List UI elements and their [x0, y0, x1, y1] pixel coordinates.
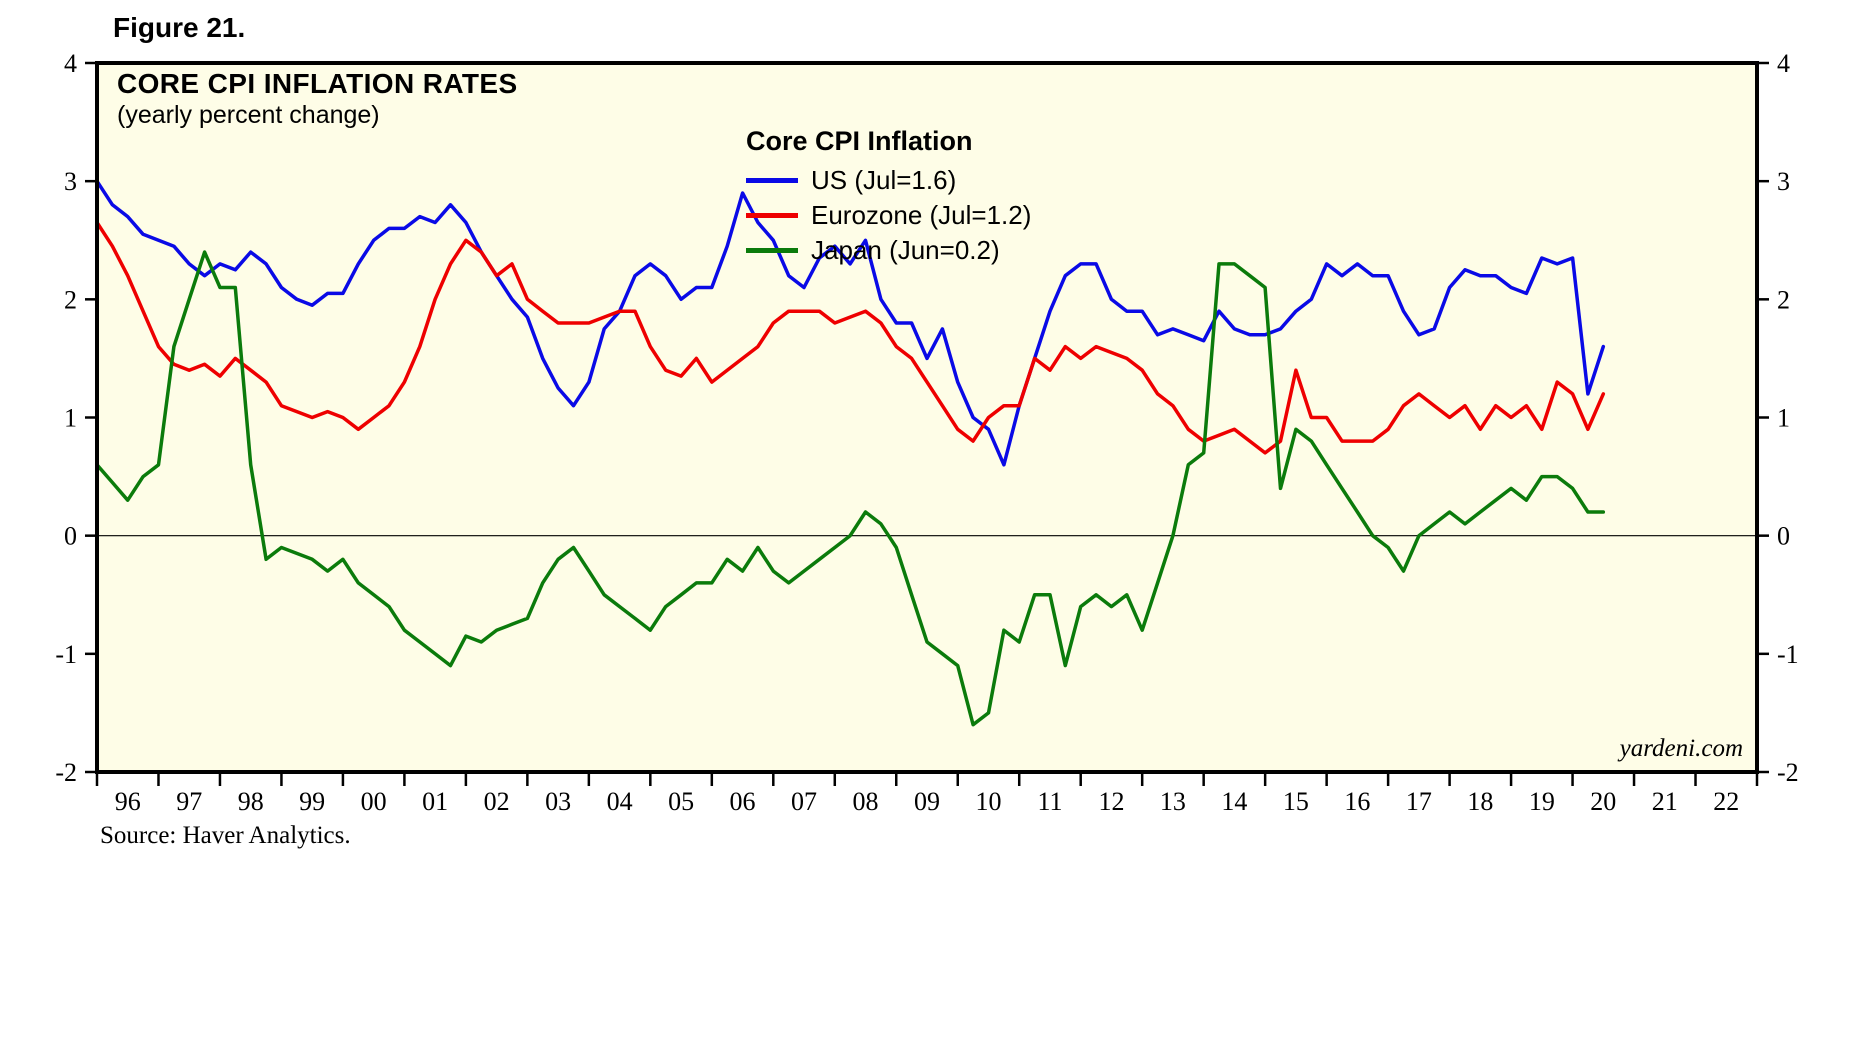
x-axis-label: 01: [422, 787, 448, 816]
x-axis-label: 22: [1713, 787, 1739, 816]
plot-frame: [95, 61, 1759, 774]
x-axis-label: 05: [668, 787, 694, 816]
y-axis-label-left: 3: [64, 167, 77, 196]
x-axis-label: 09: [914, 787, 940, 816]
x-axis-label: 00: [361, 787, 387, 816]
legend-item-eurozone: Eurozone (Jul=1.2): [746, 198, 1031, 233]
chart-subtitle: (yearly percent change): [117, 101, 380, 129]
x-axis-label: 10: [975, 787, 1001, 816]
x-axis-label: 97: [176, 787, 202, 816]
x-axis-label: 08: [853, 787, 879, 816]
x-axis-label: 18: [1467, 787, 1493, 816]
x-axis-label: 16: [1344, 787, 1370, 816]
x-axis-label: 07: [791, 787, 817, 816]
y-axis-label-right: 3: [1777, 167, 1790, 196]
y-axis-label-right: -2: [1777, 758, 1799, 787]
y-axis-label-left: 1: [64, 404, 77, 433]
x-axis-label: 98: [238, 787, 264, 816]
legend-title: Core CPI Inflation: [746, 126, 973, 156]
y-axis-label-right: 0: [1777, 522, 1790, 551]
y-axis-label-right: 4: [1777, 49, 1790, 78]
x-axis-label: 12: [1098, 787, 1124, 816]
series-line-eurozone: [97, 220, 1606, 455]
x-axis-label: 19: [1529, 787, 1555, 816]
watermark: yardeni.com: [1619, 735, 1743, 762]
x-axis-label: 06: [730, 787, 756, 816]
figure-label: Figure 21.: [113, 12, 246, 43]
legend-swatch-us: [746, 178, 798, 183]
x-axis-label: 21: [1652, 787, 1678, 816]
y-axis-label-right: -1: [1777, 640, 1799, 669]
x-axis-label: 04: [607, 787, 633, 816]
legend-swatch-eurozone: [746, 213, 798, 218]
y-axis-label-left: 4: [64, 49, 77, 78]
legend-items: US (Jul=1.6) Eurozone (Jul=1.2) Japan (Jun…: [746, 163, 1031, 268]
x-axis-label: 14: [1221, 787, 1247, 816]
x-axis-label: 03: [545, 787, 571, 816]
series-line-us: [97, 179, 1606, 467]
legend-label-japan: Japan (Jun=0.2): [811, 235, 1000, 265]
legend-item-us: US (Jul=1.6): [746, 163, 1031, 198]
y-axis-label-left: -2: [55, 758, 77, 787]
y-axis-label-left: 2: [64, 285, 77, 314]
y-axis-label-left: 0: [64, 522, 77, 551]
x-axis-label: 99: [299, 787, 325, 816]
y-axis-label-right: 2: [1777, 285, 1790, 314]
legend-swatch-japan: [746, 248, 798, 253]
chart-legend: Core CPI Inflation US (Jul=1.6) Eurozone …: [746, 126, 1031, 268]
legend-label-us: US (Jul=1.6): [811, 165, 957, 195]
y-axis-label-left: -1: [55, 640, 77, 669]
x-axis-label: 17: [1406, 787, 1432, 816]
series-line-japan: [97, 250, 1606, 727]
x-axis-label: 96: [115, 787, 141, 816]
x-axis-label: 02: [484, 787, 510, 816]
chart-title: CORE CPI INFLATION RATES: [117, 68, 518, 99]
legend-item-japan: Japan (Jun=0.2): [746, 233, 1031, 268]
source-note: Source: Haver Analytics.: [100, 822, 351, 849]
x-axis-label: 11: [1037, 787, 1062, 816]
x-axis-label: 15: [1283, 787, 1309, 816]
legend-label-eurozone: Eurozone (Jul=1.2): [811, 200, 1032, 230]
x-axis-label: 20: [1590, 787, 1616, 816]
y-axis-label-right: 1: [1777, 404, 1790, 433]
x-axis-label: 13: [1160, 787, 1186, 816]
